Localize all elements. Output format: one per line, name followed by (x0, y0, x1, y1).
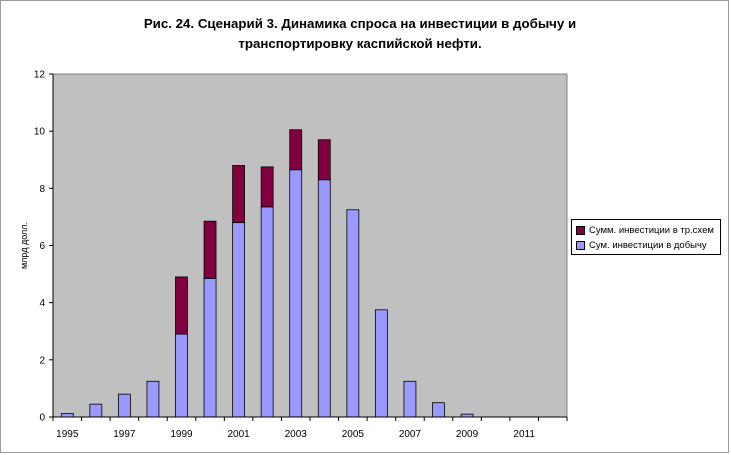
legend-label-production: Сум. инвестиции в добычу (589, 239, 707, 251)
bar-production-1997 (117, 393, 131, 418)
bar-production-2003 (289, 169, 303, 418)
chart-title-line-1: Рис. 24. Сценарий 3. Динамика спроса на … (143, 16, 577, 31)
y-tick-label-8: 8 (39, 184, 45, 195)
legend-swatch-production (576, 240, 585, 250)
legend-label-transport: Сумм. инвестиции в тр.схем (589, 224, 714, 236)
legend-item-transport: Сумм. инвестиции в тр.схем (576, 223, 714, 237)
x-tick-label-1999: 1999 (170, 429, 193, 440)
y-tick-label-12: 12 (34, 70, 46, 81)
x-tick-label-2001: 2001 (227, 429, 250, 440)
x-tick-label-2009: 2009 (456, 429, 479, 440)
bar-transport-2000 (203, 220, 217, 279)
y-tick-label-0: 0 (39, 413, 45, 424)
bar-transport-2003 (289, 129, 303, 171)
x-tick-label-1997: 1997 (113, 429, 136, 440)
y-tick-label-6: 6 (39, 241, 45, 252)
bar-production-2008 (432, 402, 445, 418)
bar-transport-2004 (317, 139, 331, 181)
y-tick-label-4: 4 (39, 298, 45, 309)
x-tick-label-1995: 1995 (56, 429, 79, 440)
axes-group: 0 2 4 6 8 10 12 1995 1997 1999 2001 2003 2005 2007 200… (34, 70, 568, 440)
plot-area (52, 73, 568, 418)
bar-production-2004 (317, 179, 331, 418)
x-tick-label-2007: 2007 (399, 429, 422, 440)
legend-item-production: Сум. инвестиции в добычу (576, 238, 707, 252)
y-tick-label-10: 10 (34, 127, 46, 138)
chart-title: Рис. 24. Сценарий 3. Динамика спроса на … (60, 14, 660, 54)
y-tick-label-2: 2 (39, 355, 45, 366)
bar-production-2000 (203, 277, 217, 418)
bar-production-2006 (374, 309, 388, 418)
bar-transport-2002 (260, 166, 274, 208)
bar-production-2002 (260, 206, 274, 418)
bar-production-1998 (146, 380, 160, 418)
bar-production-2005 (346, 209, 360, 418)
bar-transport-2001 (232, 165, 246, 224)
bar-production-2001 (232, 222, 246, 418)
bar-production-1995 (60, 413, 74, 418)
y-axis-label: млрд долл. (19, 222, 29, 269)
bar-production-1996 (89, 403, 103, 418)
legend-swatch-transport (576, 225, 585, 235)
x-tick-label-2005: 2005 (342, 429, 365, 440)
chart-title-line-2: транспортировку каспийской нефти. (238, 36, 482, 51)
bar-production-1999 (175, 333, 188, 418)
bar-production-2007 (403, 380, 417, 418)
x-tick-label-2003: 2003 (285, 429, 308, 440)
x-tick-label-2011: 2011 (513, 429, 535, 440)
bar-transport-1999 (175, 276, 188, 335)
legend: Сумм. инвестиции в тр.схем Сум. инвестиц… (571, 219, 721, 255)
